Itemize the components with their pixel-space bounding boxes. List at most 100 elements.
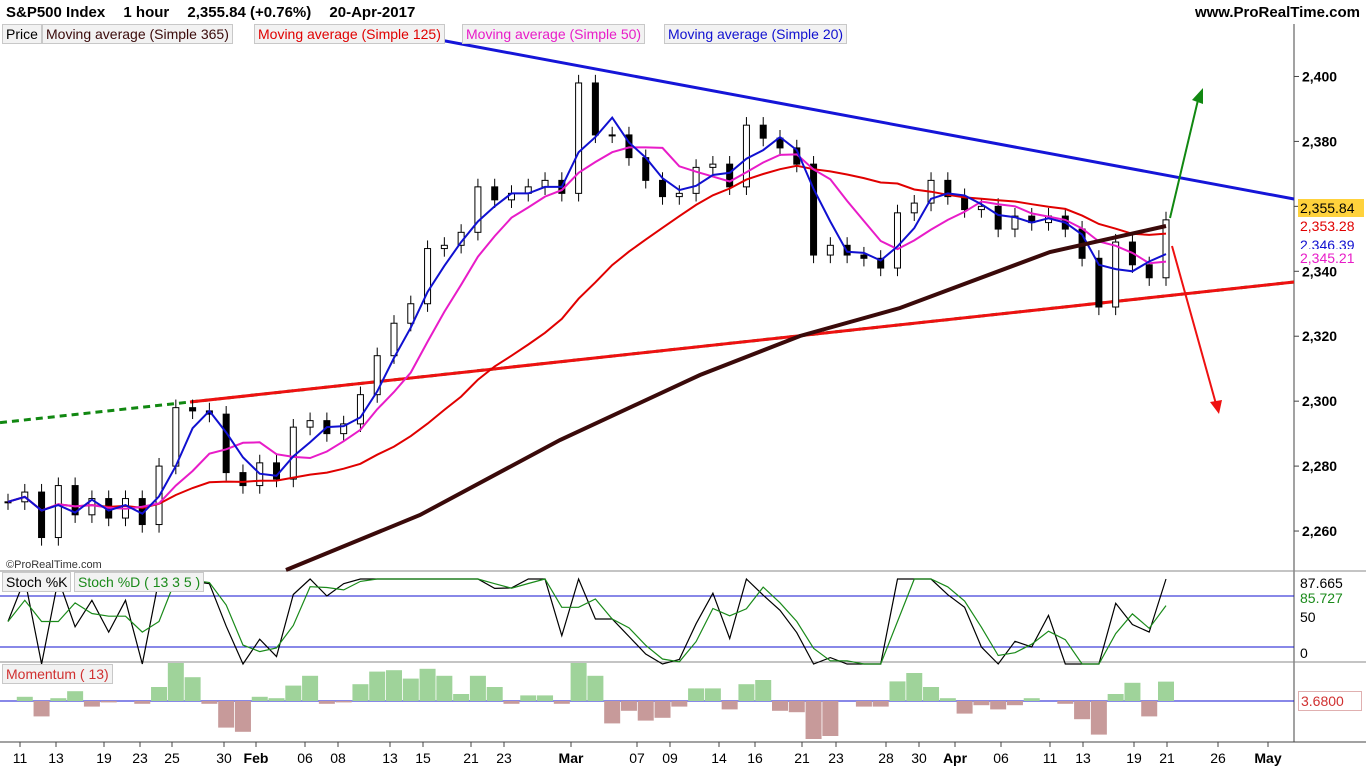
momentum-bar — [570, 663, 587, 701]
candle-body — [356, 394, 364, 425]
candle-body — [4, 501, 12, 504]
candle-body — [373, 355, 381, 396]
y-tick-label: 2,300 — [1302, 393, 1337, 409]
instrument-name: S&P500 Index — [6, 4, 106, 21]
candle-body — [1162, 219, 1170, 279]
momentum-bar — [285, 685, 302, 701]
x-tick-label: 19 — [1126, 750, 1142, 766]
legend-ma125[interactable]: Moving average (Simple 125) — [254, 24, 445, 44]
x-tick-label: 23 — [132, 750, 148, 766]
momentum-bar — [268, 698, 285, 701]
momentum-bar — [604, 701, 621, 724]
momentum-bar — [654, 701, 671, 718]
candle-body — [910, 202, 918, 214]
candle-body — [474, 186, 482, 233]
x-tick-label: 09 — [662, 750, 678, 766]
candle-body — [440, 244, 448, 250]
x-tick-label: 28 — [878, 750, 894, 766]
x-tick-label: 06 — [993, 750, 1009, 766]
momentum-bar — [637, 701, 654, 721]
candle-body — [994, 205, 1002, 230]
momentum-bar — [973, 701, 990, 706]
x-tick-label: 11 — [1043, 750, 1058, 766]
momentum-bars — [16, 663, 1174, 739]
stoch-tick-0: 0 — [1300, 645, 1308, 661]
x-tick-label: 23 — [828, 750, 844, 766]
momentum-bar — [386, 670, 402, 701]
candle-body — [608, 134, 616, 137]
momentum-bar — [855, 701, 872, 707]
momentum-bar — [671, 701, 688, 707]
candle-body — [759, 124, 767, 139]
momentum-bar — [50, 698, 67, 701]
legend-ma50[interactable]: Moving average (Simple 50) — [462, 24, 646, 44]
momentum-value: 3.6800 — [1298, 691, 1362, 711]
momentum-bar — [503, 701, 520, 704]
chart-date: 20-Apr-2017 — [329, 4, 416, 21]
site-url[interactable]: www.ProRealTime.com — [1194, 4, 1360, 21]
bearish-arrow-head — [1210, 400, 1222, 414]
ma50-price-label: 2,345.21 — [1298, 249, 1364, 267]
momentum-bar — [67, 691, 84, 701]
bullish-arrow-head — [1192, 88, 1203, 104]
x-tick-label: Mar — [559, 750, 584, 766]
ma20-line — [7, 115, 1167, 515]
momentum-bar — [16, 696, 33, 701]
candle-body — [659, 179, 667, 198]
momentum-bar — [587, 675, 604, 701]
x-tick-label: May — [1254, 750, 1281, 766]
legend-ma365[interactable]: Moving average (Simple 365) — [42, 24, 233, 44]
x-tick-label: 15 — [415, 750, 431, 766]
timeframe: 1 hour — [123, 4, 170, 21]
momentum-bar — [436, 675, 453, 701]
candle-body — [591, 82, 599, 136]
momentum-bar — [1006, 701, 1023, 706]
momentum-bar — [1124, 682, 1141, 701]
x-tick-label: 14 — [711, 750, 727, 766]
momentum-bar — [990, 701, 1007, 710]
momentum-bar — [201, 701, 218, 704]
candle-body — [289, 426, 297, 480]
momentum-bar — [772, 701, 788, 711]
candle-body — [977, 205, 985, 211]
momentum-bar — [234, 701, 251, 732]
momentum-bar — [822, 701, 839, 736]
candle-body — [222, 413, 230, 474]
momentum-bar — [721, 701, 738, 710]
momentum-bar — [788, 701, 805, 713]
x-tick-label: 07 — [629, 750, 645, 766]
bearish-arrow-shaft — [1171, 245, 1217, 405]
momentum-bar — [738, 684, 755, 701]
legend-ma20[interactable]: Moving average (Simple 20) — [664, 24, 848, 44]
y-tick-label: 2,320 — [1302, 328, 1337, 344]
candle-body — [742, 124, 750, 188]
stoch-d-label[interactable]: Stoch %D ( 13 3 5 ) — [74, 572, 205, 592]
candle-body — [54, 485, 62, 539]
x-tick-label: 21 — [794, 750, 810, 766]
ma50-line — [7, 146, 1167, 512]
x-tick-label: 13 — [1075, 750, 1091, 766]
watermark: ©ProRealTime.com — [6, 559, 102, 571]
momentum-bar — [167, 663, 184, 701]
candle-body — [1095, 257, 1103, 308]
momentum-bar — [688, 688, 705, 701]
momentum-bar — [520, 695, 537, 701]
momentum-bar — [419, 668, 436, 701]
candle-body — [877, 257, 885, 269]
candle-body — [709, 163, 717, 168]
x-tick-label: 30 — [911, 750, 927, 766]
momentum-bar — [1057, 701, 1074, 704]
x-tick-label: 08 — [330, 750, 346, 766]
momentum-bar — [923, 687, 940, 701]
momentum-bar — [486, 687, 503, 701]
stoch-k-label[interactable]: Stoch %K — [2, 572, 72, 592]
legend-price[interactable]: Price — [2, 24, 42, 44]
candle-body — [810, 163, 818, 256]
momentum-bar — [906, 673, 923, 701]
ma125-line — [7, 164, 1167, 512]
momentum-bar — [704, 688, 721, 701]
momentum-bar — [302, 675, 319, 701]
momentum-bar — [100, 701, 117, 703]
momentum-label[interactable]: Momentum ( 13) — [2, 664, 113, 684]
